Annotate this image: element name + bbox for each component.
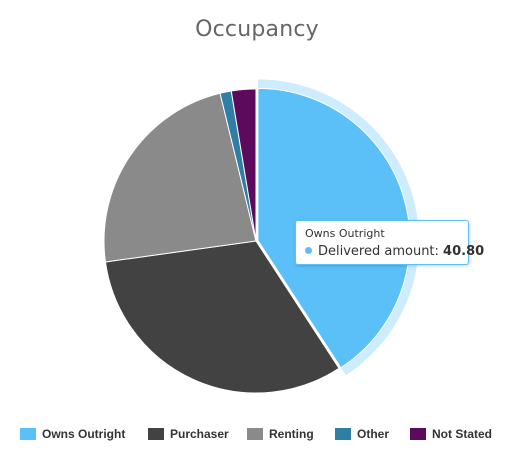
tooltip-value: 40.80 xyxy=(443,244,485,259)
legend-item-owns-outright[interactable]: Owns Outright xyxy=(20,424,125,444)
legend-item-renting[interactable]: Renting xyxy=(247,424,314,444)
tooltip: Owns Outright Delivered amount: 40.80 xyxy=(295,220,484,265)
pie-slice-purchaser[interactable] xyxy=(104,240,340,394)
legend-item-not-stated[interactable]: Not Stated xyxy=(410,424,492,444)
tooltip-title: Owns Outright xyxy=(305,227,385,240)
legend-swatch-icon xyxy=(247,428,263,440)
legend-label: Other xyxy=(357,427,390,441)
tooltip-row: Delivered amount: 40.80 xyxy=(305,243,484,261)
legend-label: Not Stated xyxy=(432,427,492,441)
pie-slice-renting[interactable] xyxy=(103,92,257,263)
legend-swatch-icon xyxy=(410,428,426,440)
legend: Owns Outright Purchaser Renting Other Not St… xyxy=(0,424,514,444)
legend-item-other[interactable]: Other xyxy=(335,424,389,444)
pie-slice-not-stated[interactable] xyxy=(230,88,257,242)
legend-label: Purchaser xyxy=(170,427,229,441)
legend-swatch-icon xyxy=(335,428,351,440)
tooltip-series-dot-icon xyxy=(305,247,312,254)
legend-swatch-icon xyxy=(20,428,36,440)
chart-title: Occupancy xyxy=(195,17,319,42)
legend-label: Owns Outright xyxy=(42,427,126,441)
legend-label: Renting xyxy=(269,427,314,441)
tooltip-label: Delivered amount: xyxy=(318,244,439,259)
legend-item-purchaser[interactable]: Purchaser xyxy=(148,424,229,444)
legend-swatch-icon xyxy=(148,428,164,440)
